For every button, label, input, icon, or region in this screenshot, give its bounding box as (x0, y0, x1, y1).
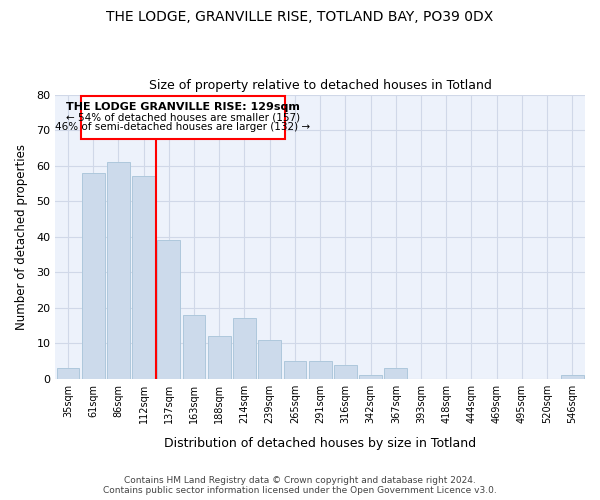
Bar (334, 364, 357, 379)
Text: THE LODGE GRANVILLE RISE: 129sqm: THE LODGE GRANVILLE RISE: 129sqm (66, 102, 299, 113)
Y-axis label: Number of detached properties: Number of detached properties (15, 144, 28, 330)
Bar (359, 376, 382, 379)
Bar (284, 361, 306, 379)
Bar (309, 361, 332, 379)
Text: ← 54% of detached houses are smaller (157): ← 54% of detached houses are smaller (15… (65, 112, 300, 122)
Bar (132, 176, 155, 379)
Bar (259, 340, 281, 379)
Bar (107, 162, 130, 379)
Bar (56, 368, 79, 379)
Bar (233, 318, 256, 379)
Bar (385, 368, 407, 379)
Text: 46% of semi-detached houses are larger (132) →: 46% of semi-detached houses are larger (… (55, 122, 310, 132)
Bar (561, 376, 584, 379)
Text: THE LODGE, GRANVILLE RISE, TOTLAND BAY, PO39 0DX: THE LODGE, GRANVILLE RISE, TOTLAND BAY, … (106, 10, 494, 24)
Text: Contains HM Land Registry data © Crown copyright and database right 2024.
Contai: Contains HM Land Registry data © Crown c… (103, 476, 497, 495)
X-axis label: Distribution of detached houses by size in Totland: Distribution of detached houses by size … (164, 437, 476, 450)
Bar (157, 240, 180, 379)
Bar (182, 315, 205, 379)
Bar (208, 336, 230, 379)
Bar (82, 172, 104, 379)
Title: Size of property relative to detached houses in Totland: Size of property relative to detached ho… (149, 79, 491, 92)
FancyBboxPatch shape (80, 96, 285, 139)
